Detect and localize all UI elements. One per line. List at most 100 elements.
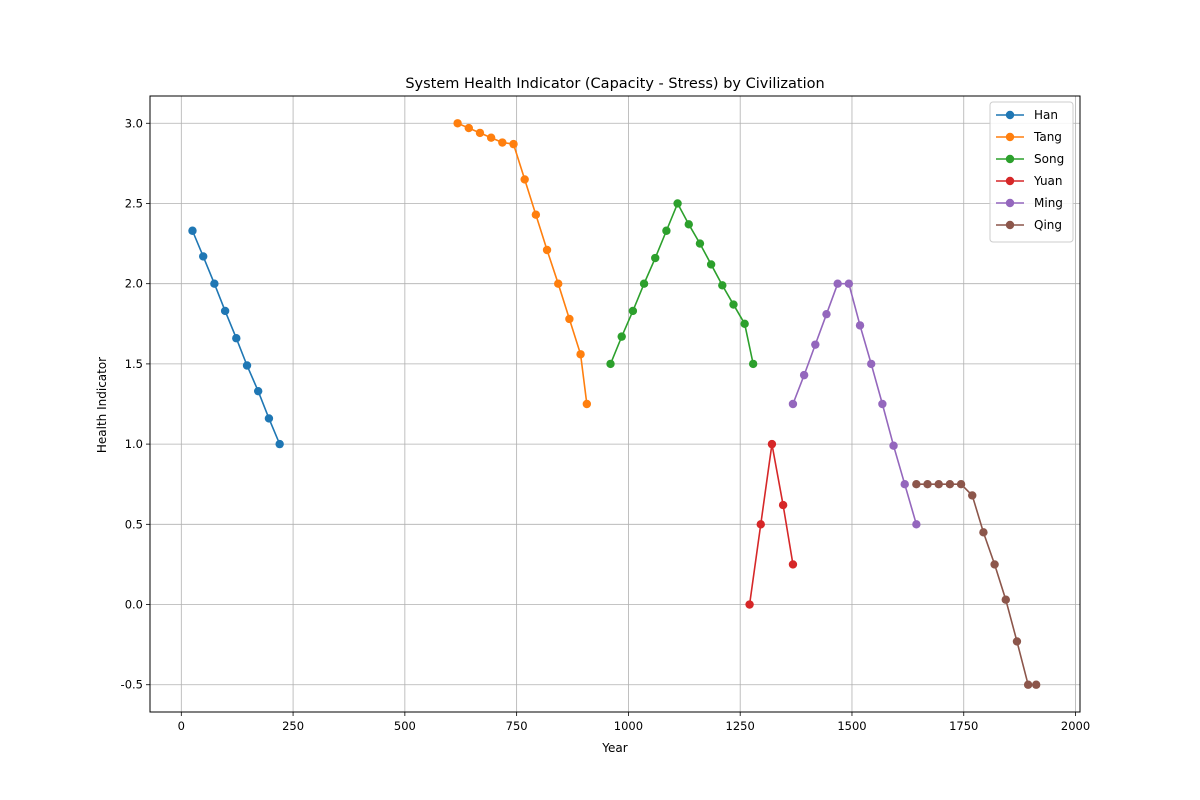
data-point-han (275, 439, 284, 449)
legend-marker-tang (1005, 132, 1015, 142)
data-point-qing (1001, 595, 1010, 604)
data-point-qing (1012, 637, 1022, 646)
y-tick-label: 0.0 (125, 598, 143, 612)
x-tick-label: 2000 (1061, 719, 1090, 733)
data-point-qing (934, 480, 943, 489)
series-line-ming (792, 282, 918, 525)
data-point-han (242, 361, 252, 370)
data-point-ming (788, 399, 798, 409)
data-point-ming (866, 359, 876, 369)
data-point-song (673, 199, 682, 208)
data-point-song (695, 239, 705, 248)
y-tick-label: 2.5 (125, 196, 143, 210)
data-point-song (706, 260, 716, 269)
legend-entry-han: Han (996, 108, 1058, 122)
data-point-ming (822, 309, 831, 319)
grid (150, 96, 1080, 712)
ticks: 0 250 500 750 1000 1250 1500 1750 2000 -0.5 0.0 0.5… (121, 116, 1091, 733)
data-point-tang (582, 399, 592, 409)
x-tick-label: 1500 (837, 719, 866, 733)
legend-marker-qing (1005, 220, 1015, 230)
series-ming (788, 279, 921, 529)
plot-frame (149, 95, 1081, 713)
data-point-qing (956, 480, 966, 489)
data-point-song (684, 220, 693, 229)
data-point-tang (542, 245, 552, 255)
data-point-yuan (745, 600, 754, 609)
data-point-ming (811, 340, 820, 349)
data-point-han (188, 226, 197, 235)
legend: Han Tang Song Yuan Ming Qing (989, 101, 1074, 243)
series-yuan (745, 439, 798, 609)
series-layer (188, 119, 1041, 689)
data-point-han (210, 279, 219, 288)
data-point-song (740, 319, 749, 328)
data-point-qing (979, 528, 988, 537)
legend-label-ming: Ming (1034, 196, 1063, 210)
series-qing (912, 480, 1041, 689)
y-tick-label: 2.0 (125, 277, 143, 291)
data-point-yuan (778, 500, 788, 510)
data-point-tang (520, 175, 529, 184)
y-tick-label: 1.5 (125, 357, 143, 371)
legend-marker-yuan (1005, 176, 1015, 186)
y-tick-label: 3.0 (125, 116, 143, 130)
x-tick-label: 1000 (614, 719, 643, 733)
legend-entry-tang: Tang (996, 130, 1062, 144)
legend-entry-song: Song (996, 152, 1064, 166)
data-point-qing (912, 480, 921, 489)
data-point-han (220, 306, 230, 316)
data-point-tang (475, 128, 485, 138)
y-tick-label: 0.5 (125, 517, 143, 531)
series-tang (453, 119, 592, 409)
data-point-ming (833, 279, 842, 288)
series-song (606, 199, 758, 369)
data-point-song (628, 306, 638, 316)
data-point-song (748, 359, 758, 369)
legend-label-song: Song (1034, 152, 1064, 166)
data-point-han (254, 386, 263, 396)
data-point-song (639, 279, 649, 288)
data-point-ming (799, 370, 809, 380)
data-point-tang (498, 138, 507, 147)
x-tick-label: 750 (506, 719, 528, 733)
series-han (188, 226, 284, 449)
x-axis-label: Year (601, 741, 627, 755)
data-point-tang (565, 314, 574, 324)
legend-label-yuan: Yuan (1033, 174, 1063, 188)
data-point-ming (844, 279, 854, 288)
data-point-tang (531, 210, 541, 219)
legend-marker-han (1005, 110, 1015, 120)
y-tick-label: 1.0 (125, 437, 143, 451)
data-point-han (264, 414, 274, 423)
data-point-han (199, 252, 208, 261)
data-point-qing (1031, 680, 1041, 689)
data-point-tang (486, 133, 496, 142)
y-tick-label: -0.5 (121, 678, 143, 692)
data-point-yuan (756, 520, 765, 529)
x-tick-label: 1250 (726, 719, 755, 733)
legend-marker-ming (1005, 198, 1015, 208)
data-point-qing (945, 480, 955, 489)
data-point-song (617, 332, 626, 341)
data-point-qing (990, 560, 999, 569)
x-tick-label: 500 (394, 719, 416, 733)
data-point-yuan (767, 439, 777, 449)
y-axis-label: Health Indicator (95, 357, 109, 453)
data-point-song (729, 300, 738, 309)
legend-label-tang: Tang (1033, 130, 1062, 144)
data-point-song (651, 253, 660, 263)
data-point-yuan (788, 560, 798, 569)
legend-entry-qing: Qing (996, 218, 1062, 232)
data-point-qing (1023, 680, 1033, 689)
data-point-ming (900, 480, 909, 489)
data-point-tang (576, 350, 585, 359)
legend-label-han: Han (1034, 108, 1058, 122)
data-point-song (606, 359, 615, 369)
data-point-ming (855, 321, 865, 330)
data-point-tang (554, 279, 563, 288)
data-point-song (718, 281, 727, 290)
data-point-ming (878, 399, 887, 409)
data-point-ming (912, 520, 921, 529)
